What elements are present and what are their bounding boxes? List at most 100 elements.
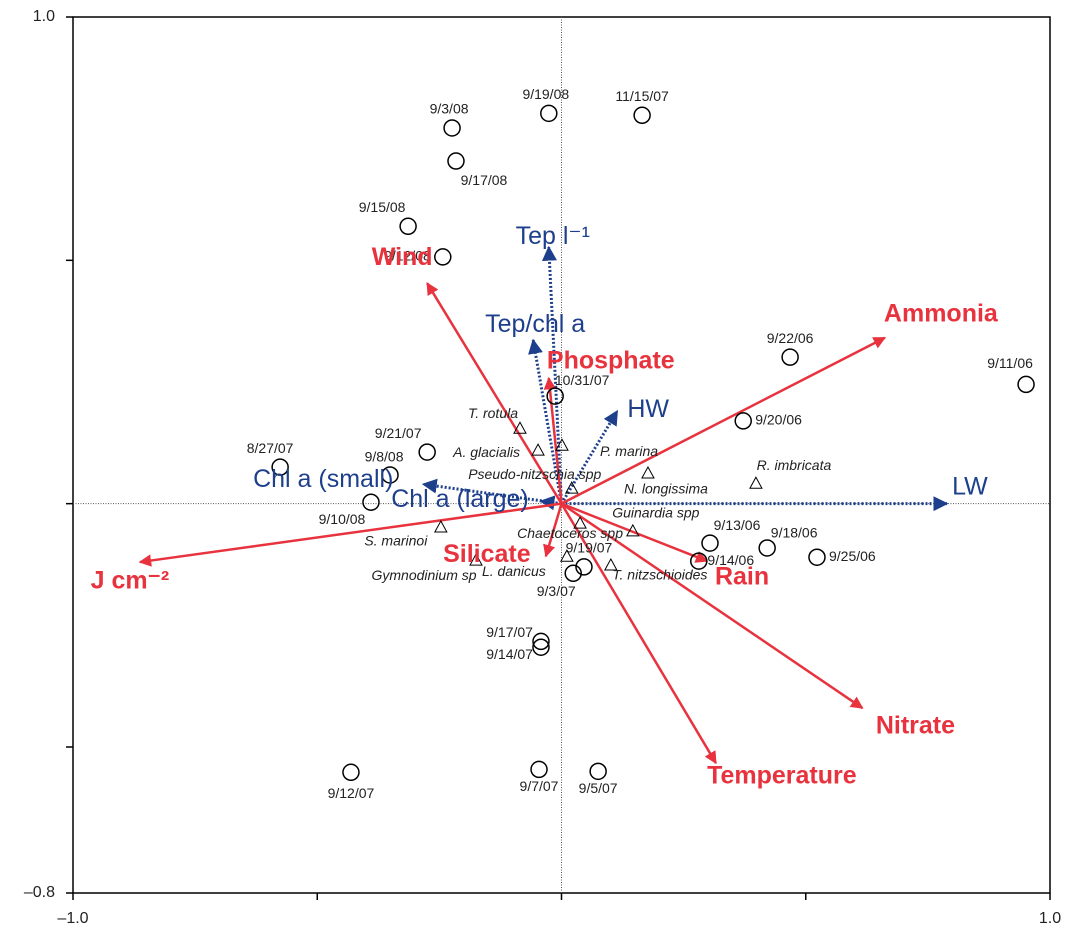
environmental-arrow: [560, 502, 864, 710]
site-point: [546, 387, 564, 405]
species-label: Guinardia spp: [612, 505, 699, 521]
site-label: 9/17/07: [486, 624, 533, 640]
site-label: 9/14/06: [707, 552, 754, 568]
site-label: 9/3/08: [430, 101, 469, 117]
site-label: 9/19/07: [566, 540, 613, 556]
x-tick-label: –1.0: [57, 910, 88, 927]
environmental-label: J cm⁻²: [91, 567, 170, 595]
site-point: [530, 760, 548, 779]
response-arrow: [421, 478, 562, 506]
site-point: [564, 564, 582, 583]
site-label: 8/27/07: [247, 440, 294, 456]
species-label: R. imbricata: [757, 457, 832, 473]
species-label: L. danicus: [482, 563, 546, 579]
site-point: [271, 458, 289, 476]
site-label: 9/7/07: [520, 778, 559, 794]
site-point: [532, 638, 550, 656]
site-point: [575, 558, 593, 576]
species-label: Gymnodinium sp: [371, 567, 476, 583]
environmental-arrow: [560, 336, 886, 505]
site-point: [342, 763, 360, 782]
site-label: 9/22/06: [767, 330, 814, 346]
species-label: S. marinoi: [364, 533, 428, 549]
species-point: [560, 549, 574, 562]
site-label: 9/21/07: [375, 425, 422, 441]
site-point: [381, 466, 399, 484]
environmental-arrow: [561, 502, 709, 563]
species-point: [531, 443, 545, 456]
response-label: Tep l⁻¹: [516, 222, 590, 250]
species-label: Chaetoceros spp: [517, 525, 623, 541]
site-label: 9/10/08: [319, 511, 366, 527]
site-point: [399, 217, 417, 236]
site-label: 9/25/06: [829, 548, 876, 564]
species-label: N. longissima: [624, 481, 708, 497]
environmental-label: Wind: [372, 243, 433, 271]
site-label: 9/19/08: [522, 86, 569, 102]
environmental-label: Silicate: [443, 540, 531, 568]
species-point: [564, 481, 579, 494]
site-label: 9/12/08: [384, 248, 431, 264]
species-point: [603, 557, 618, 571]
environmental-arrow: [543, 503, 563, 558]
site-point: [1017, 375, 1035, 394]
species-point: [573, 516, 587, 529]
site-point: [633, 106, 651, 125]
species-point: [513, 421, 527, 434]
species-label: T. nitzschioides: [612, 567, 707, 583]
environmental-arrow: [543, 376, 563, 504]
site-point: [532, 632, 550, 651]
site-label: 11/15/07: [615, 88, 669, 104]
environmental-arrow: [138, 502, 562, 567]
species-label: A. glacialis: [452, 444, 520, 460]
species-label: T. rotula: [468, 405, 518, 421]
site-point: [434, 248, 452, 266]
response-label: Chl a (large): [391, 485, 529, 513]
environmental-label: Rain: [715, 563, 769, 591]
y-tick-label: –0.8: [24, 884, 55, 901]
site-point: [781, 348, 799, 366]
site-label: 9/13/06: [714, 517, 761, 533]
site-point: [540, 104, 558, 123]
site-label: 9/11/06: [987, 355, 1033, 371]
response-label: Chl a (small): [253, 465, 393, 493]
species-label: P. marina: [600, 443, 658, 459]
site-label: 9/3/07: [537, 583, 576, 599]
site-label: 9/20/06: [755, 412, 802, 428]
species-label: Pseudo-nitzschia spp: [468, 466, 601, 482]
species-point: [433, 519, 448, 533]
species-point: [555, 438, 569, 451]
site-point: [447, 152, 465, 170]
site-label: 9/8/08: [365, 449, 404, 465]
site-label: 9/14/07: [486, 646, 533, 662]
site-label: 9/17/08: [461, 172, 508, 188]
response-label: Tep/chl a: [485, 310, 585, 338]
environmental-arrow: [426, 282, 563, 505]
response-arrow: [560, 409, 619, 505]
environmental-arrow: [560, 503, 717, 765]
site-label: 9/12/07: [328, 785, 375, 801]
site-point: [734, 412, 752, 430]
response-label: HW: [627, 395, 669, 423]
site-label: 10/31/07: [555, 372, 610, 388]
response-arrow: [539, 495, 562, 511]
site-point: [758, 539, 776, 557]
environmental-label: Nitrate: [876, 712, 955, 740]
site-label: 9/15/08: [359, 199, 406, 215]
site-label: 9/5/07: [579, 780, 618, 796]
site-point: [418, 443, 436, 461]
site-point: [701, 534, 719, 552]
species-point: [625, 523, 640, 537]
species-point: [641, 465, 655, 479]
site-label: 9/18/06: [771, 525, 818, 541]
site-point: [808, 548, 826, 566]
environmental-label: Ammonia: [884, 299, 999, 327]
species-point: [469, 553, 483, 566]
site-point: [690, 552, 708, 570]
environmental-label: Phosphate: [547, 347, 675, 375]
response-arrow: [541, 245, 563, 504]
site-point: [589, 762, 607, 781]
x-tick-label: 1.0: [1039, 910, 1061, 927]
environmental-label: Temperature: [707, 762, 857, 790]
